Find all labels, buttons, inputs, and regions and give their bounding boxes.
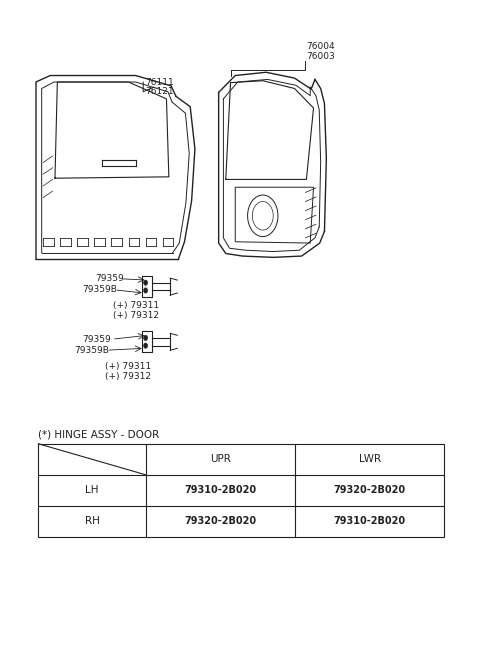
Text: RH: RH (84, 516, 99, 526)
Text: UPR: UPR (210, 455, 231, 464)
Text: 79320-2B020: 79320-2B020 (334, 485, 406, 495)
Text: 79359B: 79359B (83, 286, 117, 294)
Circle shape (144, 335, 147, 341)
Text: 79310-2B020: 79310-2B020 (334, 516, 406, 526)
Text: 79359: 79359 (96, 274, 124, 284)
Text: 76003: 76003 (306, 52, 335, 61)
Text: (+) 79311: (+) 79311 (105, 362, 151, 371)
Circle shape (144, 288, 147, 293)
Circle shape (144, 343, 147, 348)
Bar (38, 443, 444, 536)
Text: 76004: 76004 (306, 43, 335, 52)
Circle shape (144, 280, 147, 286)
Text: 76121: 76121 (145, 87, 174, 96)
Text: 79359: 79359 (83, 335, 111, 344)
Text: (+) 79312: (+) 79312 (113, 310, 159, 320)
Text: 79359B: 79359B (74, 346, 109, 355)
Text: 76111: 76111 (145, 77, 174, 86)
Text: (+) 79312: (+) 79312 (105, 371, 151, 381)
Text: (+) 79311: (+) 79311 (113, 301, 159, 310)
Text: LH: LH (85, 485, 99, 495)
Text: (*) HINGE ASSY - DOOR: (*) HINGE ASSY - DOOR (38, 429, 160, 440)
Text: 79320-2B020: 79320-2B020 (184, 516, 257, 526)
Text: 79310-2B020: 79310-2B020 (184, 485, 257, 495)
Text: LWR: LWR (359, 455, 381, 464)
